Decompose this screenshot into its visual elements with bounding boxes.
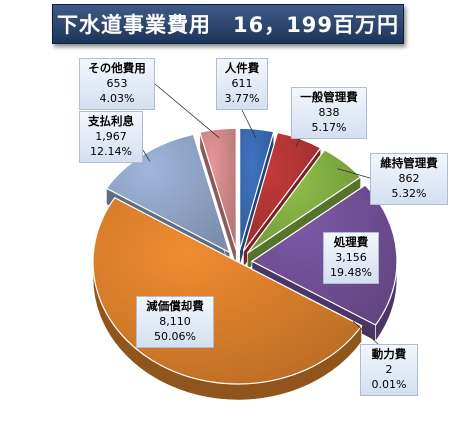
data-label-percent: 4.03% [99,92,135,105]
data-label-value: 611 [231,77,253,90]
data-label-value: 862 [398,172,420,185]
data-label-category: 支払利息 [88,114,134,128]
data-label-jinkenhi: 人件費 611 3.77% [216,58,268,110]
data-label-value: 3,156 [335,251,367,264]
data-label-percent: 5.17% [311,121,347,134]
data-label-sonota-hiyou: その他費用 653 4.03% [79,58,155,110]
pie-slice [105,133,231,254]
chart-title: 下水道事業費用 16，199百万円 [52,4,404,44]
data-label-percent: 3.77% [224,92,260,105]
data-label-category: 動力費 [371,347,407,361]
data-label-iji-kanrihi: 維持管理費 862 5.32% [370,153,448,205]
data-label-shorihi: 処理費 3,156 19.48% [323,232,379,284]
data-label-category: 処理費 [333,235,369,249]
data-label-category: その他費用 [88,61,146,75]
data-label-category: 人件費 [224,61,260,75]
pie-slice [246,149,362,254]
data-label-category: 一般管理費 [300,90,358,104]
data-label-percent: 5.32% [391,187,427,200]
data-label-ippan-kanrihi: 一般管理費 838 5.17% [291,87,367,139]
data-label-value: 8,110 [159,315,191,328]
data-label-shiharai-risoku: 支払利息 1,967 12.14% [79,111,143,163]
data-label-douryokuhi: 動力費 2 0.01% [360,344,418,396]
data-label-percent: 12.14% [90,145,132,158]
data-label-value: 1,967 [95,130,127,143]
label-leader-line [295,138,301,147]
data-label-percent: 50.06% [154,330,196,343]
pie-slice [239,127,275,251]
label-leader-line [337,168,371,179]
data-label-genka-shokyakuhi: 減価償却費 8,110 50.06% [136,296,214,348]
data-label-value: 653 [106,77,128,90]
data-label-percent: 0.01% [371,378,407,391]
data-label-category: 維持管理費 [380,156,438,170]
pie-slice [199,127,237,251]
data-label-value: 838 [318,106,340,119]
label-leader-line [352,321,379,345]
data-label-category: 減価償却費 [146,299,204,313]
data-label-percent: 19.48% [330,266,372,279]
data-label-value: 2 [385,363,393,376]
label-leader-line [241,109,256,138]
label-leader-line [154,83,220,139]
label-leader-line [142,149,151,162]
